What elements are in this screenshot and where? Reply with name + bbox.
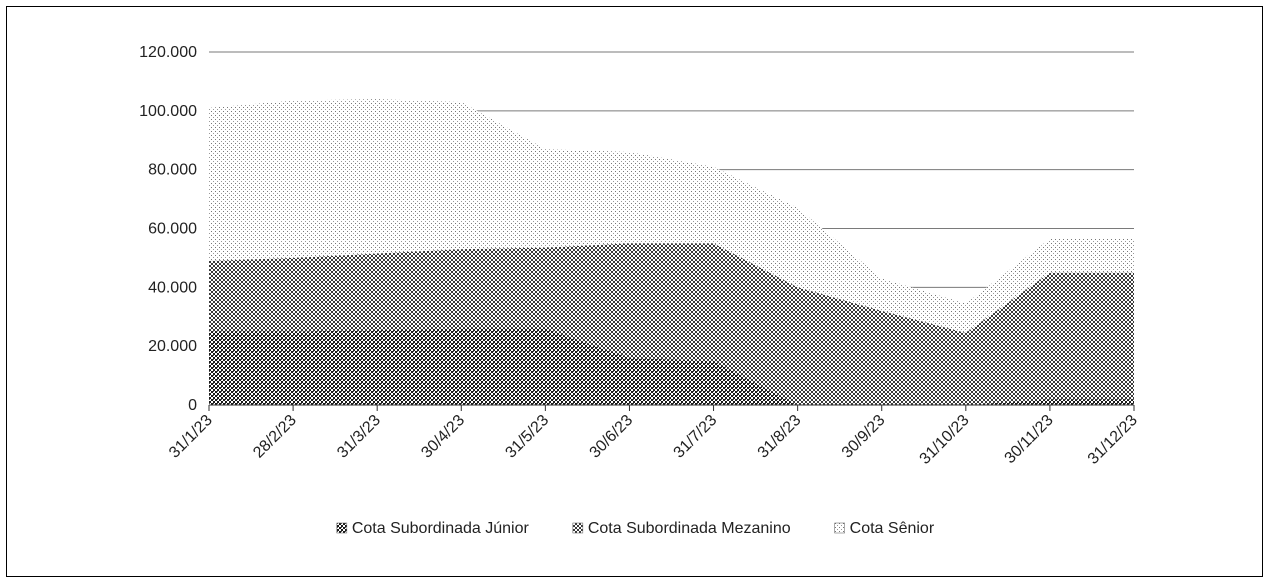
x-tick-label: 30/6/23 — [587, 412, 637, 462]
x-tick-label: 31/1/23 — [166, 412, 216, 462]
y-tick-label: 100.000 — [139, 103, 197, 120]
area-series-2 — [209, 99, 1134, 333]
x-tick-label: 31/10/23 — [917, 412, 973, 468]
x-tick-label: 28/2/23 — [250, 412, 300, 462]
x-tick-label: 31/7/23 — [671, 412, 721, 462]
y-tick-label: 120.000 — [139, 44, 197, 61]
stacked-area-chart: 0 20.000 40.000 60.000 80.000 100.000 120.000 3… — [139, 44, 1141, 537]
area-series-0 — [209, 328, 1134, 405]
x-tick-label: 30/4/23 — [418, 412, 468, 462]
y-tick-label: 60.000 — [148, 221, 197, 238]
legend-label-1: Cota Subordinada Mezanino — [588, 520, 791, 537]
y-tick-label: 0 — [188, 397, 197, 414]
y-tick-label: 80.000 — [148, 162, 197, 179]
legend-swatch-0 — [336, 522, 348, 534]
legend: Cota Subordinada Júnior Cota Subordinada … — [336, 520, 935, 537]
legend-label-0: Cota Subordinada Júnior — [352, 520, 530, 537]
x-tick-label: 31/3/23 — [334, 412, 384, 462]
legend-swatch-2 — [834, 522, 845, 534]
x-tick-label: 31/8/23 — [755, 412, 805, 462]
x-tick-label: 30/11/23 — [1002, 412, 1057, 467]
x-tick-label: 31/5/23 — [502, 412, 552, 462]
area-series-layer — [209, 99, 1134, 405]
chart-frame: 0 20.000 40.000 60.000 80.000 100.000 120.000 3… — [6, 6, 1263, 577]
legend-label-2: Cota Sênior — [850, 520, 935, 537]
legend-swatch-1 — [572, 522, 584, 534]
area-series-1 — [209, 243, 1134, 405]
x-tick-label: 30/9/23 — [839, 412, 889, 462]
y-tick-label: 40.000 — [148, 279, 197, 296]
x-tick-label: 31/12/23 — [1085, 412, 1141, 468]
y-tick-label: 20.000 — [148, 338, 197, 355]
